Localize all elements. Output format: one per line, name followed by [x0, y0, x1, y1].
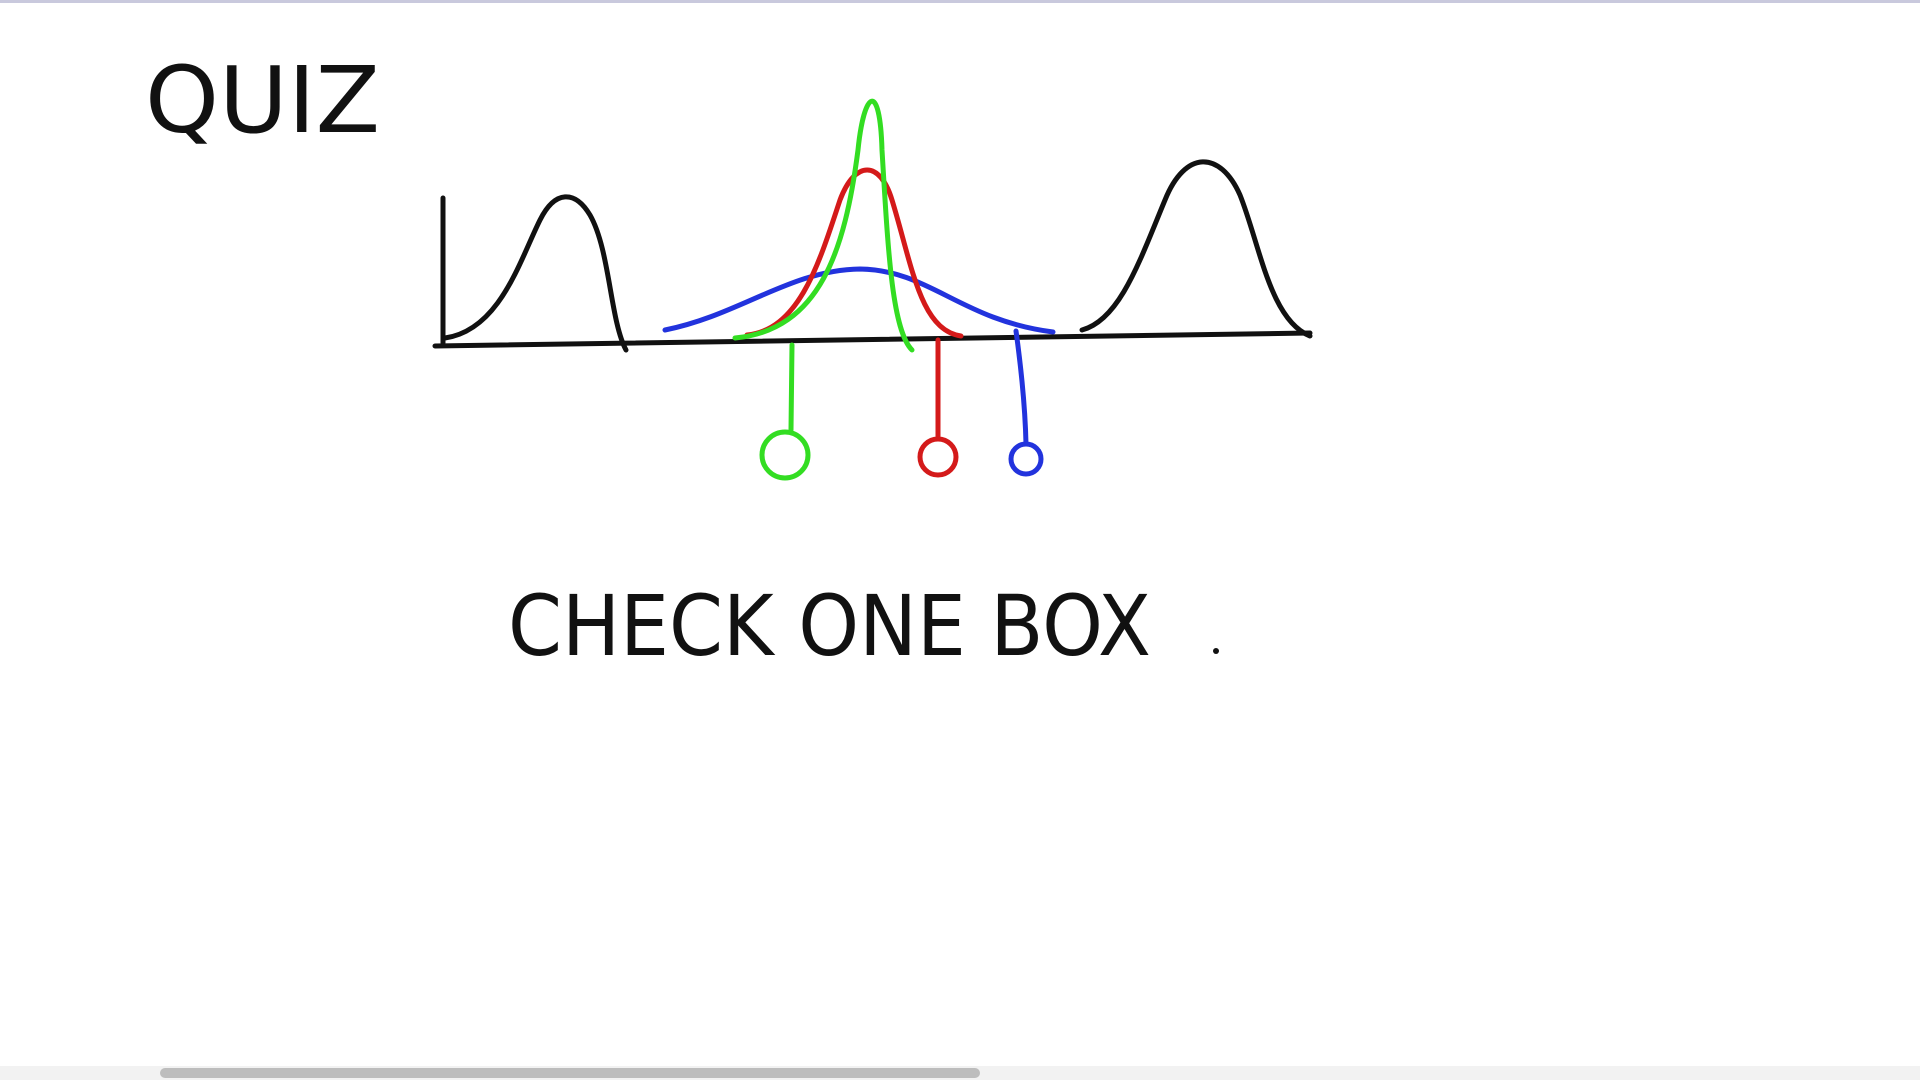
blue-stem — [1013, 328, 1029, 447]
top-border — [0, 0, 1920, 3]
blue-checkbox[interactable] — [1008, 441, 1044, 477]
scrollbar[interactable] — [160, 1068, 980, 1078]
quiz-title: QUIZ — [145, 47, 380, 154]
instruction: CHECK ONE BOX — [508, 577, 1151, 675]
diagram — [432, 98, 1313, 447]
red-checkbox[interactable] — [917, 436, 959, 478]
dot — [1213, 648, 1219, 654]
blue-curve — [662, 266, 1056, 335]
x-axis — [432, 330, 1313, 349]
green-stem — [788, 342, 795, 433]
green-checkbox[interactable] — [759, 429, 811, 481]
left-curve — [442, 194, 629, 353]
red-curve — [744, 167, 964, 339]
right-curve — [1079, 159, 1313, 339]
green-curve — [732, 98, 915, 353]
